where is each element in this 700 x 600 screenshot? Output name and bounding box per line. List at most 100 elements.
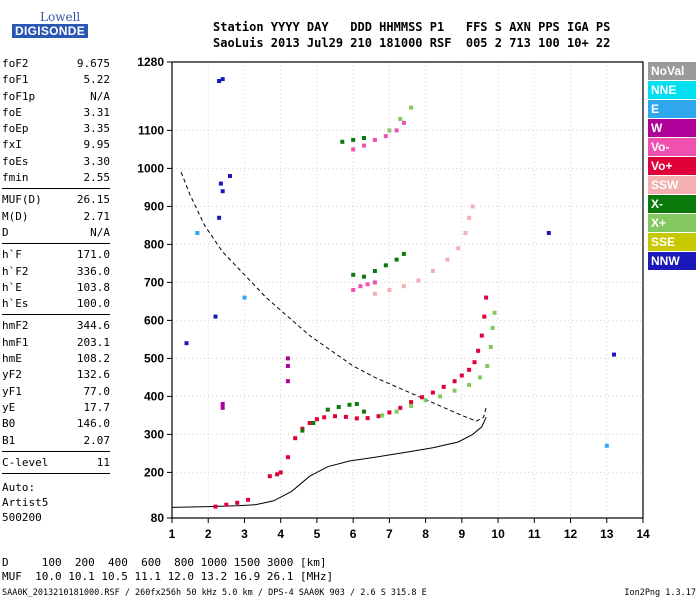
param-row: hmF1 203.1: [2, 335, 110, 351]
logo-lowell: Lowell: [40, 10, 81, 24]
data-point: [362, 274, 366, 279]
data-point: [467, 367, 472, 372]
legend-item: E: [648, 100, 696, 118]
param-row: h`F2 336.0: [2, 264, 110, 280]
data-point: [387, 288, 392, 292]
param-value: 108.2: [76, 352, 110, 366]
data-point: [492, 310, 497, 315]
param-label: foF2: [2, 57, 29, 70]
file-info: SAA0K_2013210181000.RSF / 260fx256h 50 k…: [2, 588, 427, 598]
header-line-2: SaoLuis 2013 Jul29 210 181000 RSF 005 2 …: [213, 36, 611, 50]
param-row: fmin 2.55: [2, 170, 110, 186]
param-label: hmE: [2, 352, 22, 366]
param-value: 3.31: [83, 105, 111, 119]
x-tick-label: 1: [169, 527, 176, 541]
y-tick-label: 400: [144, 389, 164, 403]
data-point: [479, 333, 484, 338]
data-point: [362, 136, 366, 140]
data-point: [275, 472, 280, 477]
param-row: M(D) 2.71: [2, 209, 110, 225]
data-point: [195, 231, 200, 235]
param-label: foF1: [2, 73, 29, 87]
param-label: hmF2: [2, 319, 29, 333]
data-point: [336, 405, 341, 409]
data-point: [470, 204, 475, 209]
param-label: M(D): [2, 209, 29, 223]
data-point: [300, 428, 305, 433]
data-point: [325, 407, 330, 412]
data-point: [398, 117, 403, 121]
x-tick-label: 12: [564, 527, 578, 541]
param-row: fxI 9.95: [2, 137, 110, 153]
x-tick-label: 4: [277, 527, 284, 541]
data-point: [358, 284, 363, 289]
param-row: foF1 5.22: [2, 72, 110, 88]
data-point: [213, 314, 218, 319]
param-row: hmF2 344.6: [2, 318, 110, 334]
data-point: [476, 348, 481, 353]
param-row: yF2 132.6: [2, 367, 110, 383]
muf-row: MUF 10.0 10.1 10.5 11.1 12.0 13.2 16.9 2…: [2, 570, 334, 583]
legend-item: X+: [648, 214, 696, 232]
param-row: foF2 9.675: [2, 56, 110, 72]
data-point: [409, 105, 414, 110]
data-point: [343, 414, 348, 419]
data-point: [314, 417, 319, 422]
param-value: 3.35: [83, 122, 111, 136]
param-row: D N/A: [2, 225, 110, 241]
data-point: [394, 257, 399, 262]
param-label: foEp: [2, 122, 29, 136]
y-tick-label: 800: [144, 237, 164, 251]
data-point: [372, 280, 377, 285]
y-tick-label: 1100: [138, 123, 164, 137]
param-label: yF1: [2, 384, 22, 398]
param-value: 146.0: [76, 417, 110, 431]
data-point: [387, 410, 392, 415]
data-point: [285, 455, 290, 460]
param-row: MUF(D) 26.15: [2, 192, 110, 208]
data-point: [380, 413, 385, 418]
muf-table: D 100 200 400 600 800 1000 1500 3000 [km…: [2, 556, 333, 584]
param-row: yE 17.7: [2, 400, 110, 416]
logo-digisonde: DIGISONDE: [12, 24, 89, 38]
param-value: 336.0: [76, 264, 110, 278]
data-point: [213, 504, 218, 509]
data-point: [467, 215, 472, 220]
y-tick-label: 600: [144, 313, 164, 327]
data-point: [401, 251, 406, 256]
data-point: [351, 288, 356, 292]
x-tick-label: 10: [491, 527, 505, 541]
param-label: h`E: [2, 280, 22, 294]
separator: [2, 314, 110, 316]
legend-item: W: [648, 119, 696, 137]
separator: [2, 450, 110, 452]
data-point: [267, 474, 272, 479]
data-point: [394, 409, 399, 414]
data-point: [351, 147, 356, 152]
param-group-2: MUF(D) 26.15 M(D) 2.71 D N/A: [2, 192, 110, 241]
param-label: hmF1: [2, 335, 29, 349]
data-point: [217, 215, 222, 220]
x-tick-label: 6: [350, 527, 357, 541]
data-point: [383, 134, 388, 139]
legend-item: NNE: [648, 81, 696, 99]
data-point: [484, 295, 489, 300]
param-row: foE 3.31: [2, 105, 110, 121]
param-row: C-level 11: [2, 455, 110, 471]
param-value: 203.1: [76, 335, 110, 349]
data-point: [409, 403, 414, 408]
param-row: h`F 171.0: [2, 247, 110, 263]
x-tick-label: 14: [636, 527, 650, 541]
data-point: [401, 284, 406, 289]
data-point: [612, 352, 616, 357]
param-value: 132.6: [76, 368, 110, 382]
data-point: [383, 263, 388, 268]
data-point: [365, 282, 370, 287]
data-point: [340, 139, 345, 144]
y-tick-label: 900: [144, 199, 164, 213]
data-point: [467, 383, 472, 387]
data-point: [220, 189, 225, 194]
separator: [2, 188, 110, 190]
param-row: foEs 3.30: [2, 154, 110, 170]
param-label: yE: [2, 400, 16, 414]
